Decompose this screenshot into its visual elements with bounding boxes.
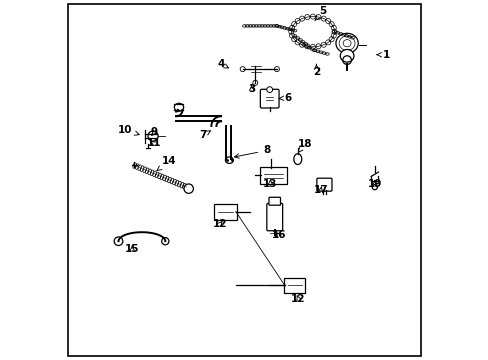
- Ellipse shape: [293, 154, 301, 165]
- Text: 12: 12: [212, 219, 227, 229]
- Ellipse shape: [340, 50, 353, 62]
- Circle shape: [114, 237, 122, 246]
- Text: 14: 14: [157, 156, 177, 171]
- Text: 19: 19: [367, 179, 381, 189]
- FancyBboxPatch shape: [260, 167, 287, 184]
- Text: 8: 8: [234, 145, 270, 158]
- FancyBboxPatch shape: [284, 278, 305, 293]
- Text: 1: 1: [376, 50, 389, 60]
- Text: 4: 4: [217, 59, 228, 69]
- Ellipse shape: [225, 157, 233, 163]
- Text: 3: 3: [247, 84, 255, 94]
- Ellipse shape: [174, 103, 183, 111]
- FancyBboxPatch shape: [266, 203, 282, 231]
- Text: 12: 12: [291, 294, 305, 304]
- Text: 11: 11: [146, 138, 161, 148]
- Ellipse shape: [335, 33, 358, 53]
- Text: 2: 2: [312, 64, 320, 77]
- Text: 16: 16: [271, 230, 285, 240]
- Text: 15: 15: [124, 244, 139, 254]
- Circle shape: [274, 67, 279, 72]
- Text: 18: 18: [297, 139, 312, 152]
- Text: 9: 9: [151, 127, 158, 138]
- Text: 7: 7: [199, 130, 210, 140]
- Circle shape: [148, 131, 158, 141]
- Text: 5: 5: [314, 6, 326, 21]
- Text: 17: 17: [313, 185, 327, 195]
- Circle shape: [266, 87, 272, 93]
- Circle shape: [183, 184, 193, 193]
- Circle shape: [252, 80, 257, 85]
- FancyBboxPatch shape: [214, 204, 236, 220]
- Text: 13: 13: [263, 179, 277, 189]
- FancyBboxPatch shape: [316, 178, 331, 191]
- Circle shape: [162, 238, 168, 245]
- Text: 6: 6: [279, 93, 291, 103]
- Text: 10: 10: [118, 125, 139, 135]
- FancyBboxPatch shape: [260, 89, 279, 108]
- FancyBboxPatch shape: [268, 197, 280, 205]
- Circle shape: [240, 67, 244, 72]
